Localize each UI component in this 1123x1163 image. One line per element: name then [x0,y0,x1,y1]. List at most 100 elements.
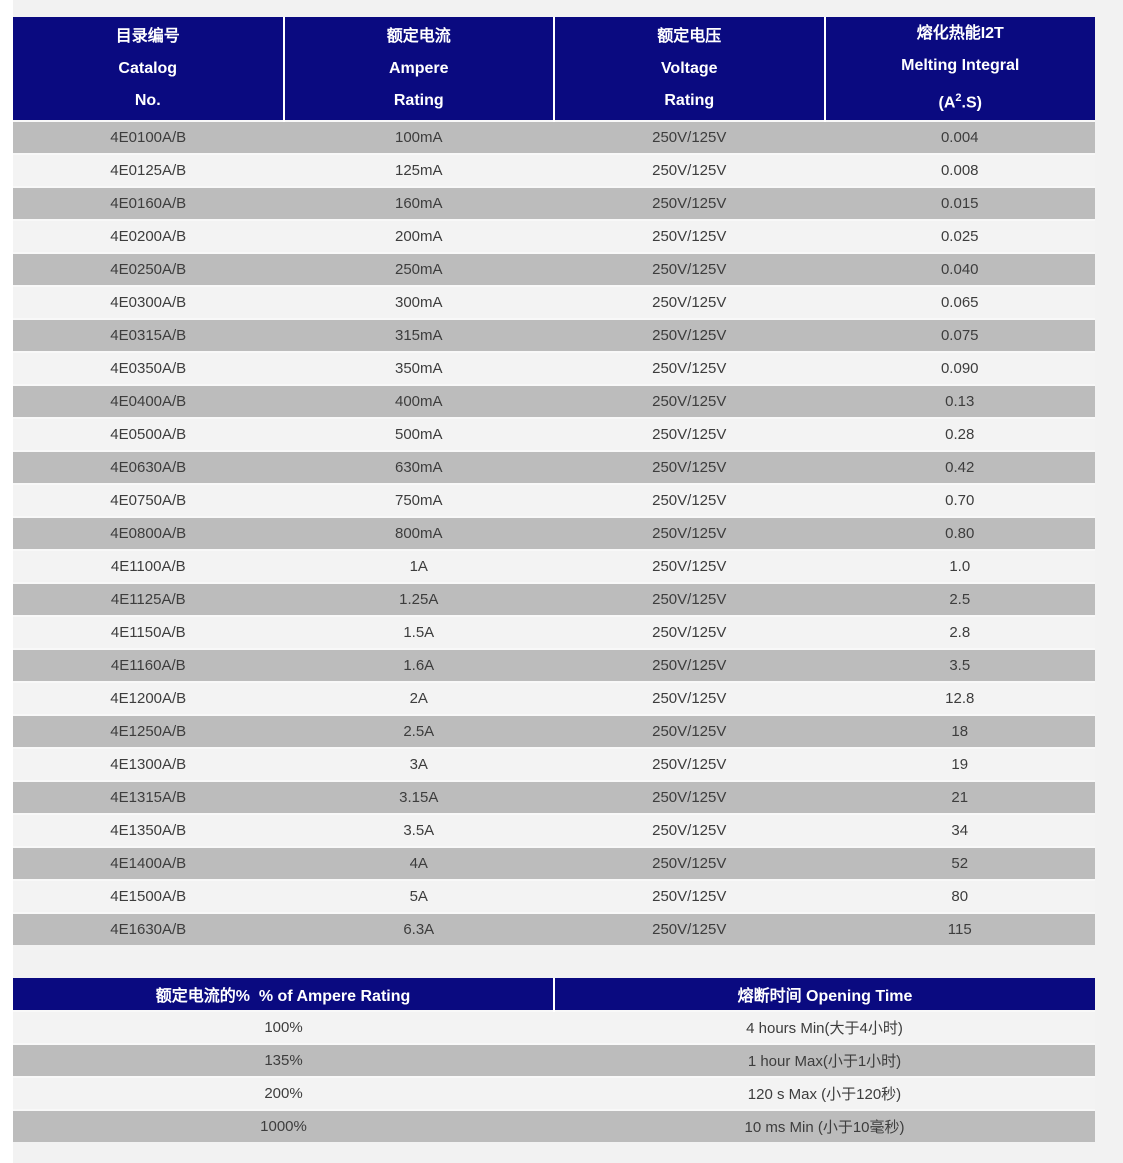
table-row: 100% 4 hours Min(大于4小时) [13,1010,1095,1044]
header-unit-line: (A2.S) [826,82,1096,119]
table-cell: 4E1200A/B [13,681,284,715]
table-row: 4E0300A/B 300mA 250V/125V 0.065 [13,285,1095,319]
table-cell: 4E1500A/B [13,879,284,913]
table-cell: 4A [283,846,554,880]
table-cell: 0.28 [824,417,1095,451]
table-cell: 0.42 [824,450,1095,484]
table-cell: 250V/125V [554,120,825,154]
table-cell: 4E0400A/B [13,384,284,418]
table-cell: 250V/125V [554,186,825,220]
table-row: 4E0160A/B 160mA 250V/125V 0.015 [13,186,1095,220]
header-line: Rating [393,91,444,109]
table-cell: 0.008 [824,153,1095,187]
table-cell: 250V/125V [554,384,825,418]
header-melting-integral: 熔化热能I2T Melting Integral (A2.S) [823,17,1096,121]
content-area: 目录编号 Catalog No. 额定电流 Ampere Rating 额定电压… [13,0,1123,1163]
table-cell: 3.15A [283,780,554,814]
table-cell: 0.80 [824,516,1095,550]
table-cell: 4 hours Min(大于4小时) [554,1010,1095,1044]
table-row: 4E1150A/B 1.5A 250V/125V 2.8 [13,615,1095,649]
table-row: 4E1630A/B 6.3A 250V/125V 115 [13,912,1095,945]
opening-table-body: 100% 4 hours Min(大于4小时) 135% 1 hour Max(小于1… [13,1010,1095,1142]
table-cell: 10 ms Min (小于10毫秒) [554,1109,1095,1142]
table-cell: 800mA [283,516,554,550]
table-cell: 300mA [283,285,554,319]
table-cell: 125mA [283,153,554,187]
table-cell: 250V/125V [554,153,825,187]
table-cell: 250V/125V [554,615,825,649]
fuse-spec-table: 目录编号 Catalog No. 额定电流 Ampere Rating 额定电压… [13,17,1095,945]
table-cell: 100mA [283,120,554,154]
table-cell: 1000% [13,1109,554,1142]
table-row: 4E0250A/B 250mA 250V/125V 0.040 [13,252,1095,286]
table-cell: 2.5A [283,714,554,748]
table-row: 4E1350A/B 3.5A 250V/125V 34 [13,813,1095,847]
header-percent-of-ampere-rating: 额定电流的% % of Ampere Rating [13,978,554,1011]
table-row: 4E0500A/B 500mA 250V/125V 0.28 [13,417,1095,451]
table-row: 4E0125A/B 125mA 250V/125V 0.008 [13,153,1095,187]
table-cell: 135% [13,1043,554,1077]
table-cell: 250V/125V [554,351,825,385]
table-cell: 0.065 [824,285,1095,319]
table-cell: 4E0500A/B [13,417,284,451]
header-line: Voltage [660,59,718,77]
table-cell: 4E1100A/B [13,549,284,583]
table-cell: 250mA [283,252,554,286]
header-line: Ampere [388,59,449,77]
header-voltage-rating: 额定电压 Voltage Rating [553,17,825,121]
table-row: 4E0200A/B 200mA 250V/125V 0.025 [13,219,1095,253]
table-row: 4E0400A/B 400mA 250V/125V 0.13 [13,384,1095,418]
table-cell: 250V/125V [554,285,825,319]
table-cell: 4E1630A/B [13,912,284,945]
table-cell: 4E0100A/B [13,120,284,154]
header-line: 目录编号 [115,27,180,45]
table-cell: 500mA [283,417,554,451]
header-line: No. [134,91,161,109]
table-row: 135% 1 hour Max(小于1小时) [13,1043,1095,1077]
table-row: 4E1500A/B 5A 250V/125V 80 [13,879,1095,913]
table-cell: 250V/125V [554,450,825,484]
header-line: Rating [664,91,715,109]
table-cell: 3.5 [824,648,1095,682]
table-cell: 250V/125V [554,516,825,550]
table-row: 200% 120 s Max (小于120秒) [13,1076,1095,1110]
table-cell: 115 [824,912,1095,945]
opening-time-table: 额定电流的% % of Ampere Rating 熔断时间 Opening T… [13,978,1095,1142]
table-cell: 2.8 [824,615,1095,649]
table-cell: 3A [283,747,554,781]
unit-prefix: (A [938,94,956,112]
table-cell: 4E0200A/B [13,219,284,253]
table-cell: 4E0125A/B [13,153,284,187]
table-cell: 4E0630A/B [13,450,284,484]
table-cell: 80 [824,879,1095,913]
table-row: 4E1100A/B 1A 250V/125V 1.0 [13,549,1095,583]
table-cell: 4E1315A/B [13,780,284,814]
table-cell: 100% [13,1010,554,1044]
table-cell: 6.3A [283,912,554,945]
table-cell: 250V/125V [554,912,825,945]
table-cell: 250V/125V [554,780,825,814]
table-cell: 250V/125V [554,318,825,352]
table-cell: 250V/125V [554,483,825,517]
table-cell: 4E1250A/B [13,714,284,748]
table-cell: 350mA [283,351,554,385]
table-cell: 200mA [283,219,554,253]
table-cell: 315mA [283,318,554,352]
table-cell: 250V/125V [554,846,825,880]
table-cell: 0.090 [824,351,1095,385]
table-cell: 250V/125V [554,648,825,682]
table-cell: 12.8 [824,681,1095,715]
spec-table-body: 4E0100A/B 100mA 250V/125V 0.004 4E0125A/B 125… [13,120,1095,945]
table-cell: 1A [283,549,554,583]
table-row: 4E1300A/B 3A 250V/125V 19 [13,747,1095,781]
table-cell: 0.015 [824,186,1095,220]
table-cell: 400mA [283,384,554,418]
table-row: 4E0315A/B 315mA 250V/125V 0.075 [13,318,1095,352]
table-cell: 4E1400A/B [13,846,284,880]
table-row: 4E0100A/B 100mA 250V/125V 0.004 [13,120,1095,154]
header-line: 额定电流 [386,27,451,45]
table-cell: 4E0250A/B [13,252,284,286]
table-cell: 250V/125V [554,582,825,616]
table-cell: 19 [824,747,1095,781]
table-cell: 21 [824,780,1095,814]
